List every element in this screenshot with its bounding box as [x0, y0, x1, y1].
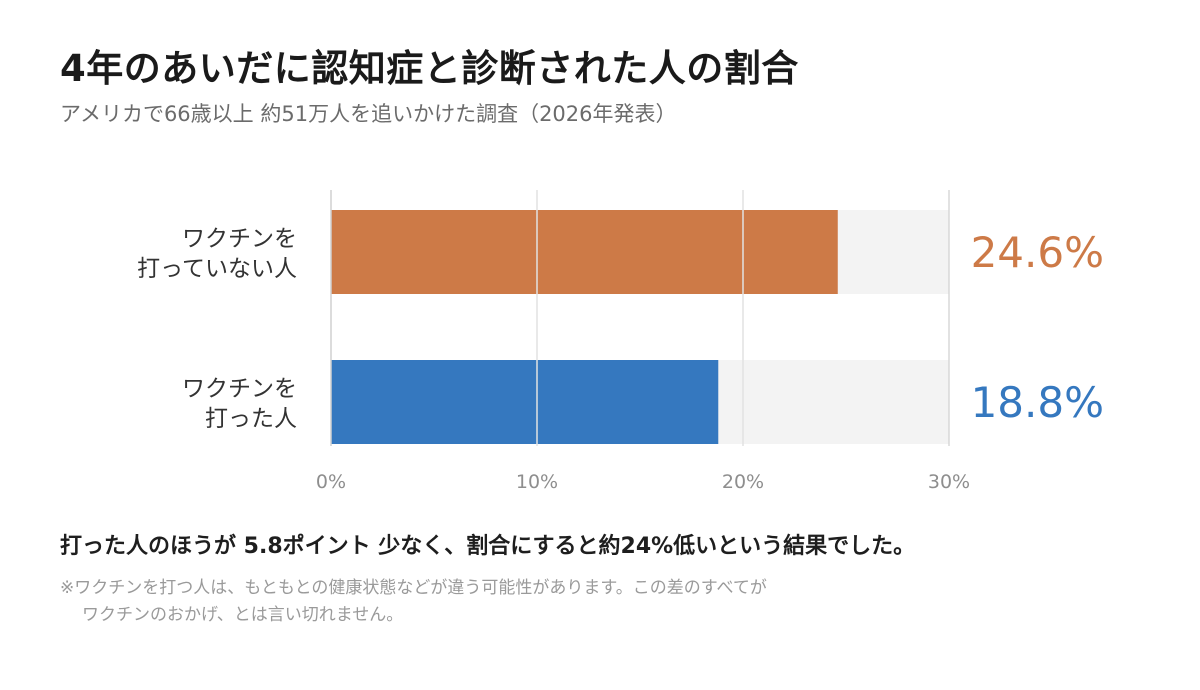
x-tick-label: 20%	[722, 471, 764, 493]
category-label: ワクチンを	[182, 226, 297, 252]
category-label: 打った人	[205, 406, 297, 432]
x-tick-label: 30%	[928, 471, 970, 493]
chart-subtitle: アメリカで66歳以上 約51万人を追いかけた調査（2026年発表）	[60, 102, 677, 126]
footnote: ※ワクチンを打つ人は、もともとの健康状態などが違う可能性があります。この差のすべ…	[60, 575, 767, 629]
conclusion-text: 打った人のほうが 5.8ポイント 少なく、割合にすると約24%低いという結果でし…	[60, 534, 916, 559]
bar-chart: 0% 10% 20% 30%ワクチンを打っていない人ワクチンを打った人24.6%18.…	[137, 190, 1104, 493]
x-tick-label: 10%	[516, 471, 558, 493]
footnote-line-1: ※ワクチンを打つ人は、もともとの健康状態などが違う可能性があります。この差のすべ…	[60, 578, 767, 598]
value-label: 24.6%	[971, 228, 1104, 277]
bar	[331, 360, 719, 444]
value-label: 18.8%	[971, 378, 1104, 427]
chart-title: 4年のあいだに認知症と診断された人の割合	[60, 47, 799, 90]
category-label: 打っていない人	[137, 256, 297, 282]
category-label: ワクチンを	[182, 376, 297, 402]
x-tick-label: 0%	[316, 471, 346, 493]
footnote-line-2: ワクチンのおかげ、とは言い切れません。	[82, 605, 404, 625]
bar	[331, 210, 838, 294]
